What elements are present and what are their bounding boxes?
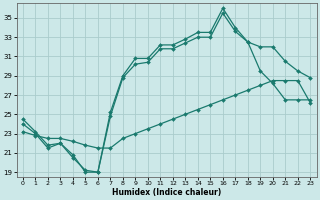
X-axis label: Humidex (Indice chaleur): Humidex (Indice chaleur): [112, 188, 221, 197]
